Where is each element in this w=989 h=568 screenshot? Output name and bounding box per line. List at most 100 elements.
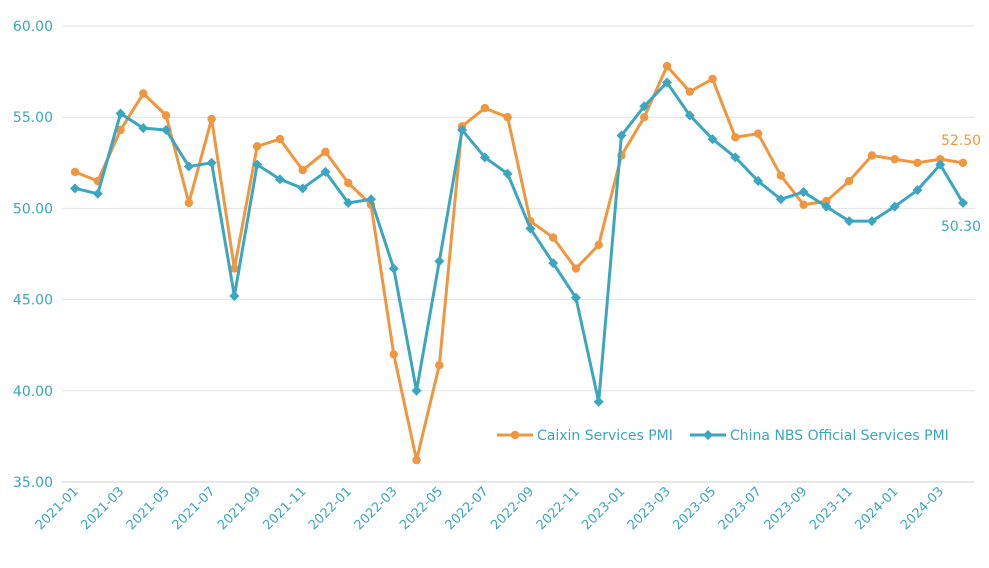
data-point [161, 124, 172, 135]
data-point [731, 133, 740, 142]
y-tick-label: 60.00 [13, 19, 53, 35]
x-tick-label: 2022-11 [534, 484, 583, 533]
data-point [776, 171, 786, 180]
data-point [161, 111, 171, 120]
data-point [252, 142, 262, 151]
data-point [320, 166, 331, 177]
data-point [207, 114, 216, 124]
data-point [798, 186, 809, 197]
x-tick-label: 2022-09 [488, 484, 537, 533]
data-point [616, 130, 627, 141]
data-point [571, 264, 581, 273]
data-point [139, 89, 148, 98]
x-tick-label: 2023-03 [625, 484, 674, 533]
x-tick-label: 2021-03 [78, 484, 127, 533]
legend: Caixin Services PMI China NBS Official Se… [497, 428, 949, 444]
data-point [206, 157, 217, 168]
data-point [822, 196, 831, 206]
x-tick-label: 2021-11 [260, 484, 309, 533]
data-point [480, 103, 490, 113]
data-point [821, 201, 832, 212]
y-tick-label: 35.00 [13, 475, 53, 491]
data-point [434, 256, 445, 267]
data-point [936, 154, 945, 164]
x-tick-label: 2024-01 [852, 484, 901, 533]
data-point [183, 161, 194, 172]
data-point [230, 264, 239, 273]
data-point [844, 216, 855, 227]
x-tick-label: 2021-05 [124, 484, 173, 533]
data-point [298, 165, 307, 175]
data-point [366, 194, 376, 205]
data-point [479, 152, 490, 163]
series-line-0 [74, 64, 964, 462]
data-point [184, 198, 194, 208]
data-point [297, 183, 308, 194]
data-point [662, 61, 672, 71]
y-tick-label: 45.00 [13, 293, 53, 309]
x-tick-label: 2021-09 [215, 484, 264, 533]
data-point [775, 194, 786, 205]
data-point [685, 87, 694, 96]
x-tick-label: 2024-03 [898, 484, 947, 533]
x-tick-label: 2023-11 [807, 484, 856, 533]
data-point [70, 167, 80, 177]
data-point [275, 134, 285, 144]
data-point [913, 158, 922, 167]
data-point [730, 152, 741, 163]
x-tick-label: 2022-03 [352, 484, 401, 533]
data-point [435, 361, 444, 370]
data-point [684, 110, 695, 121]
data-point [502, 168, 513, 179]
data-point [867, 151, 877, 160]
data-point [388, 263, 399, 274]
x-tick-label: 2023-05 [670, 484, 719, 533]
data-point [343, 197, 354, 208]
legend-label: China NBS Official Services PMI [730, 428, 949, 444]
data-point [912, 185, 923, 196]
data-point [115, 108, 126, 119]
data-point [274, 174, 285, 185]
data-point [389, 350, 398, 359]
y-tick-label: 55.00 [13, 110, 53, 126]
data-point [708, 74, 717, 84]
y-tick-label: 40.00 [13, 384, 53, 400]
x-tick-label: 2022-05 [397, 484, 446, 533]
data-point [662, 77, 672, 88]
data-point [753, 129, 763, 138]
data-point [799, 200, 808, 209]
end-label-caixin: 52.50 [941, 133, 981, 149]
data-point [593, 396, 604, 407]
data-point [457, 124, 468, 135]
legend-marker [510, 430, 520, 440]
end-label-nbs: 50.30 [941, 219, 981, 235]
data-point [138, 123, 149, 134]
data-point [890, 154, 899, 164]
data-point [640, 113, 649, 122]
data-point [229, 290, 240, 301]
series-line-1 [74, 81, 965, 404]
x-tick-label: 2022-01 [306, 484, 355, 533]
x-tick-label: 2023-07 [716, 484, 765, 533]
data-point [866, 216, 877, 227]
data-point [844, 176, 854, 186]
data-point [412, 455, 421, 465]
legend-label: Caixin Services PMI [537, 428, 673, 444]
data-point [344, 178, 353, 188]
data-point [525, 223, 536, 234]
y-tick-label: 50.00 [13, 201, 53, 217]
x-tick-label: 2021-01 [33, 484, 82, 533]
data-point [707, 134, 718, 145]
data-point [411, 385, 422, 396]
data-point [753, 176, 764, 187]
x-tick-label: 2023-01 [579, 484, 628, 533]
data-point [935, 159, 946, 170]
x-tick-label: 2022-07 [443, 484, 492, 533]
data-point [958, 158, 968, 167]
data-point [958, 197, 968, 208]
data-point [889, 201, 900, 212]
data-point [252, 159, 263, 170]
data-point [92, 188, 103, 199]
data-point [503, 113, 512, 122]
data-point [116, 125, 125, 135]
